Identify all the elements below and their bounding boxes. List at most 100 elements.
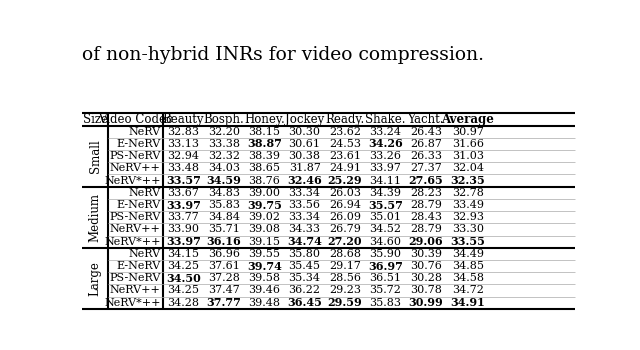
Text: 39.75: 39.75 xyxy=(247,199,282,210)
Text: 39.74: 39.74 xyxy=(247,260,282,272)
Text: 33.97: 33.97 xyxy=(369,163,401,173)
Text: 29.59: 29.59 xyxy=(328,297,362,308)
Text: 29.17: 29.17 xyxy=(329,261,361,271)
Text: Small: Small xyxy=(89,139,102,173)
Text: of non-hybrid INRs for video compression.: of non-hybrid INRs for video compression… xyxy=(83,46,484,64)
Text: 28.79: 28.79 xyxy=(410,200,442,210)
Text: 24.53: 24.53 xyxy=(329,139,361,149)
Text: Ready.: Ready. xyxy=(325,113,365,126)
Text: 30.99: 30.99 xyxy=(408,297,443,308)
Text: 26.43: 26.43 xyxy=(410,127,442,137)
Text: 34.25: 34.25 xyxy=(168,286,200,295)
Text: Bosph.: Bosph. xyxy=(204,113,244,126)
Text: Honey.: Honey. xyxy=(244,113,285,126)
Text: 33.48: 33.48 xyxy=(168,163,200,173)
Text: 33.30: 33.30 xyxy=(452,224,484,234)
Text: Average: Average xyxy=(441,113,494,126)
Text: Shake.: Shake. xyxy=(365,113,406,126)
Text: 39.08: 39.08 xyxy=(248,224,280,234)
Text: 30.28: 30.28 xyxy=(410,273,442,283)
Text: 33.90: 33.90 xyxy=(168,224,200,234)
Text: 33.67: 33.67 xyxy=(168,188,200,198)
Text: 37.28: 37.28 xyxy=(208,273,240,283)
Text: 38.65: 38.65 xyxy=(248,163,280,173)
Text: 39.58: 39.58 xyxy=(248,273,280,283)
Text: 34.25: 34.25 xyxy=(168,261,200,271)
Text: 36.16: 36.16 xyxy=(207,236,241,247)
Text: 27.20: 27.20 xyxy=(328,236,362,247)
Text: 38.76: 38.76 xyxy=(248,176,280,186)
Text: NeRV++: NeRV++ xyxy=(110,163,161,173)
Text: 28.68: 28.68 xyxy=(329,249,361,259)
Text: 32.94: 32.94 xyxy=(168,151,200,161)
Text: 28.79: 28.79 xyxy=(410,224,442,234)
Text: 33.38: 33.38 xyxy=(208,139,240,149)
Text: 28.56: 28.56 xyxy=(329,273,361,283)
Text: 35.80: 35.80 xyxy=(289,249,321,259)
Text: 32.20: 32.20 xyxy=(208,127,240,137)
Text: Video Codec: Video Codec xyxy=(99,113,173,126)
Text: 32.78: 32.78 xyxy=(452,188,484,198)
Text: 33.77: 33.77 xyxy=(168,212,199,222)
Text: NeRV++: NeRV++ xyxy=(110,286,161,295)
Text: 28.43: 28.43 xyxy=(410,212,442,222)
Text: 34.59: 34.59 xyxy=(206,175,241,186)
Text: 34.74: 34.74 xyxy=(287,236,322,247)
Text: 34.49: 34.49 xyxy=(452,249,484,259)
Text: 31.87: 31.87 xyxy=(289,163,321,173)
Text: 30.78: 30.78 xyxy=(410,286,442,295)
Text: 35.45: 35.45 xyxy=(289,261,321,271)
Text: 34.84: 34.84 xyxy=(208,212,240,222)
Text: E-NeRV: E-NeRV xyxy=(116,139,161,149)
Text: 31.66: 31.66 xyxy=(452,139,484,149)
Text: 35.83: 35.83 xyxy=(369,298,401,308)
Text: 30.30: 30.30 xyxy=(289,127,321,137)
Text: NeRV*++: NeRV*++ xyxy=(104,237,161,247)
Text: 27.65: 27.65 xyxy=(408,175,443,186)
Text: PS-NeRV: PS-NeRV xyxy=(109,212,161,222)
Text: 34.50: 34.50 xyxy=(166,273,201,284)
Text: 33.13: 33.13 xyxy=(168,139,200,149)
Text: Size: Size xyxy=(83,113,108,126)
Text: 26.33: 26.33 xyxy=(410,151,442,161)
Text: 39.00: 39.00 xyxy=(248,188,280,198)
Text: NeRV*++: NeRV*++ xyxy=(104,176,161,186)
Text: 23.61: 23.61 xyxy=(329,151,361,161)
Text: 34.72: 34.72 xyxy=(452,286,484,295)
Text: 33.97: 33.97 xyxy=(166,236,201,247)
Text: 38.15: 38.15 xyxy=(248,127,280,137)
Text: 30.97: 30.97 xyxy=(452,127,484,137)
Text: 34.33: 34.33 xyxy=(289,224,321,234)
Text: 33.55: 33.55 xyxy=(450,236,485,247)
Text: 26.87: 26.87 xyxy=(410,139,442,149)
Text: 37.61: 37.61 xyxy=(208,261,240,271)
Text: 33.24: 33.24 xyxy=(369,127,401,137)
Text: 34.60: 34.60 xyxy=(369,237,401,247)
Text: 30.76: 30.76 xyxy=(410,261,442,271)
Text: 29.23: 29.23 xyxy=(329,286,361,295)
Text: 34.39: 34.39 xyxy=(369,188,401,198)
Text: 24.91: 24.91 xyxy=(329,163,361,173)
Text: 31.03: 31.03 xyxy=(452,151,484,161)
Text: Beauty: Beauty xyxy=(163,113,204,126)
Text: 34.85: 34.85 xyxy=(452,261,484,271)
Text: 30.61: 30.61 xyxy=(289,139,321,149)
Text: 39.15: 39.15 xyxy=(248,237,280,247)
Text: NeRV: NeRV xyxy=(129,249,161,259)
Text: 36.96: 36.96 xyxy=(208,249,240,259)
Text: 33.26: 33.26 xyxy=(369,151,401,161)
Text: 33.34: 33.34 xyxy=(289,212,321,222)
Text: 32.46: 32.46 xyxy=(287,175,322,186)
Text: 34.26: 34.26 xyxy=(368,139,403,149)
Text: 32.32: 32.32 xyxy=(208,151,240,161)
Text: 23.62: 23.62 xyxy=(329,127,361,137)
Text: 26.03: 26.03 xyxy=(329,188,361,198)
Text: 36.45: 36.45 xyxy=(287,297,322,308)
Text: 34.28: 34.28 xyxy=(168,298,200,308)
Text: 32.83: 32.83 xyxy=(168,127,200,137)
Text: 34.11: 34.11 xyxy=(369,176,401,186)
Text: 32.04: 32.04 xyxy=(452,163,484,173)
Text: Large: Large xyxy=(89,261,102,296)
Text: 35.34: 35.34 xyxy=(289,273,321,283)
Text: 32.35: 32.35 xyxy=(451,175,485,186)
